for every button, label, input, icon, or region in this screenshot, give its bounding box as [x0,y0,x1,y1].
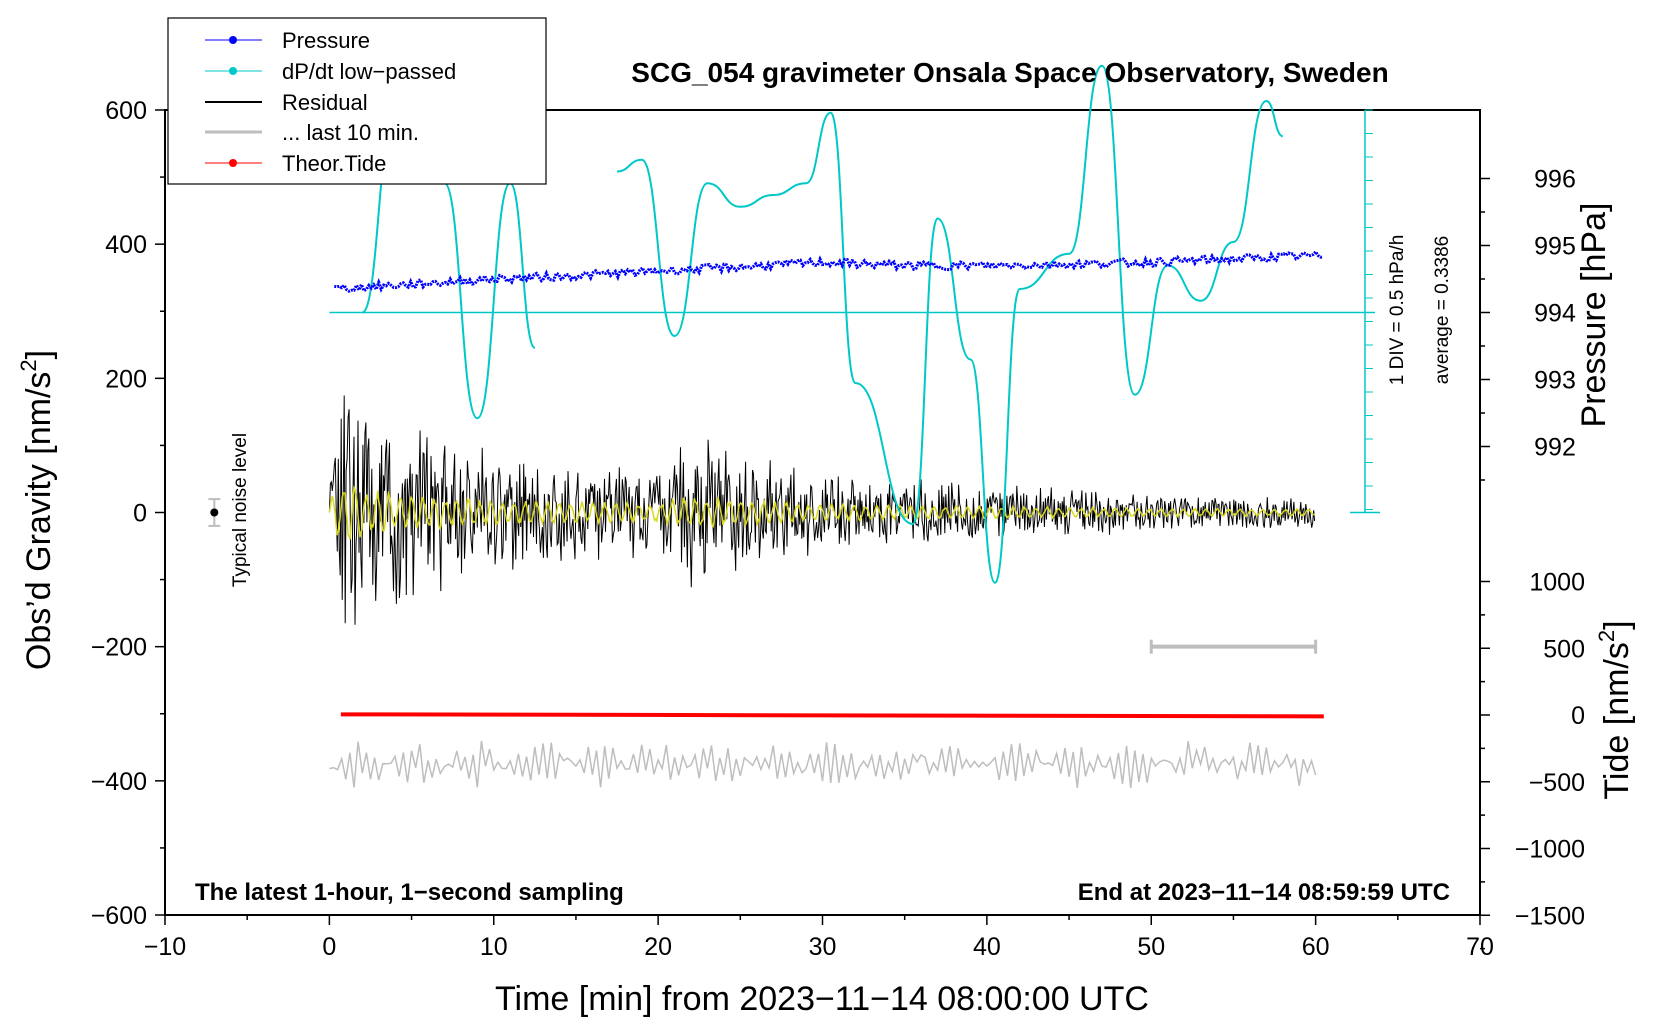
tide-line [340,712,1324,719]
y-axis-left-label: Obs’d Gravity [nm/s2] [16,350,58,670]
pressure-tick-label: 992 [1534,434,1576,462]
last-10-min-line [329,740,1317,789]
tide-tick-label: 0 [1571,702,1585,730]
y-tick-label: 0 [133,500,147,528]
x-tick-label: 50 [1137,933,1165,961]
y-tick-label: 200 [105,365,147,393]
dpdt-scale-bar [1350,109,1380,514]
x-tick-label: 20 [644,933,672,961]
pressure-tick-label: 993 [1534,367,1576,395]
x-tick-label: 70 [1466,933,1494,961]
y-axis-left-ticks: 600 400 200 0 −200 −400 −600 [91,97,165,930]
legend-dot-tide [229,159,237,167]
y-tick-label: −600 [91,902,147,930]
x-tick-label: −10 [144,933,186,961]
legend-label-last10: ... last 10 min. [282,120,419,145]
tide-tick-label: −1000 [1515,836,1585,864]
tide-tick-label: 1000 [1529,569,1585,597]
dpdt-line-segment [616,64,1284,584]
noise-level-marker [208,498,221,527]
residual-series [328,395,1316,625]
legend-label-residual: Residual [282,90,368,115]
pressure-tick-label: 995 [1534,233,1576,261]
x-axis-ticks: −10 0 10 20 30 40 50 60 70 [144,915,1494,961]
y-tick-label: −400 [91,768,147,796]
legend-label-dpdt: dP/dt low−passed [282,59,456,84]
tide-tick-label: −500 [1529,769,1585,797]
legend-dot-dpdt [229,67,237,75]
legend-dot-pressure [229,36,237,44]
pressure-line [334,249,1324,294]
x-tick-label: 30 [809,933,837,961]
y-tick-label: 600 [105,97,147,125]
tide-axis-label: Tide [nm/s2] [1594,620,1636,799]
x-axis-label: Time [min] from 2023−11−14 08:00:00 UTC [495,980,1149,1018]
tide-series [340,712,1324,719]
tide-tick-label: 500 [1543,635,1585,663]
pressure-series [334,249,1324,294]
y-tick-label: 400 [105,231,147,259]
x-tick-label: 0 [322,933,336,961]
legend-label-pressure: Pressure [282,28,370,53]
scale-label-average: average = 0.3386 [1432,236,1453,384]
tide-tick-label: −1500 [1515,902,1585,930]
pressure-tick-label: 996 [1534,166,1576,194]
right-note: End at 2023−11−14 08:59:59 UTC [1078,879,1450,906]
residual-filtered-line [328,485,1315,540]
chart-title: SCG_054 gravimeter Onsala Space Observat… [631,57,1388,88]
noise-point [210,508,219,517]
noise-level-label: Typical noise level [230,433,251,587]
tide-axis-ticks: 1000 500 0 −500 −1000 −1500 [1480,569,1585,950]
x-tick-label: 40 [973,933,1001,961]
x-tick-label: 10 [480,933,508,961]
pressure-axis-ticks: 996 995 994 993 992 [1480,166,1576,481]
pressure-tick-label: 994 [1534,300,1576,328]
scale-label-div: 1 DIV = 0.5 hPa/h [1387,235,1408,386]
left-note: The latest 1-hour, 1−second sampling [195,879,624,906]
x-tick-label: 60 [1302,933,1330,961]
legend-label-tide: Theor.Tide [282,151,386,176]
y-tick-label: −200 [91,634,147,662]
pressure-axis-label: Pressure [hPa] [1575,203,1613,428]
residual-line [328,395,1316,625]
legend: Pressure dP/dt low−passed Residual ... l… [167,17,547,185]
last-10-min-series [329,639,1318,789]
